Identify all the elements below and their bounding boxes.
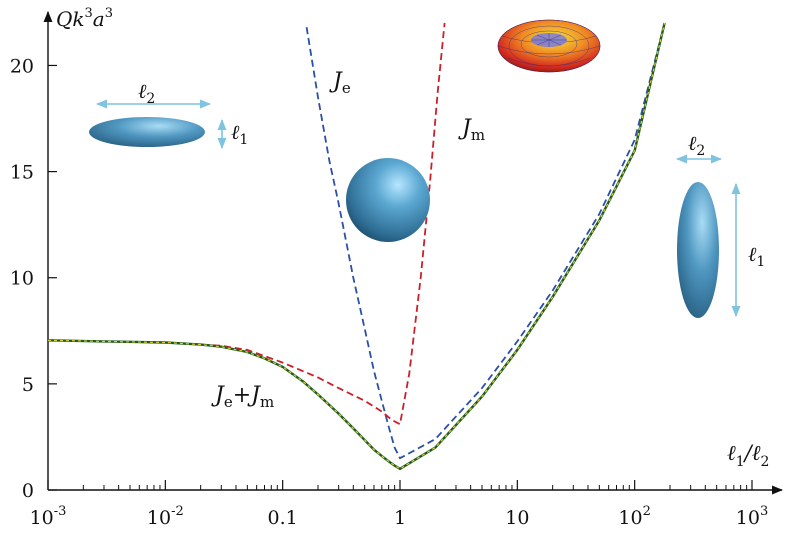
oblate-spheroid-inset: ℓ2 ℓ1	[89, 79, 248, 150]
prolate-spheroid-image	[677, 182, 719, 318]
y-tick-label: 5	[22, 374, 34, 396]
series-je-line	[305, 22, 666, 460]
x-minor-ticks	[82, 485, 748, 490]
series-sum-label: Je+Jm	[211, 383, 274, 411]
x-tick-label: 103	[736, 504, 768, 529]
prolate-width-label: ℓ2	[688, 131, 705, 159]
series-jm-label: Jm	[458, 116, 485, 144]
y-tick-label: 0	[22, 480, 34, 502]
y-tick-label: 15	[10, 162, 34, 184]
x-tick-label: 102	[618, 504, 650, 529]
y-axis-label: Qk3a3	[56, 6, 113, 31]
x-tick-label: 10-3	[30, 504, 67, 529]
current-distribution-image	[497, 19, 601, 73]
series-sum-overlay-line	[47, 22, 666, 470]
y-tick-label: 10	[10, 268, 34, 290]
prolate-height-label: ℓ1	[748, 242, 765, 270]
x-tick-label: 10	[505, 507, 529, 529]
sphere-image	[346, 158, 430, 242]
x-major-ticks: 10-3 10-2 0.1 1 10 102 103	[30, 480, 768, 529]
x-axis-label: ℓ1/ℓ2	[727, 441, 769, 470]
y-ticks: 0 5 10 15 20	[10, 55, 57, 502]
x-tick-label: 1	[394, 507, 406, 529]
y-tick-label: 20	[10, 55, 34, 77]
x-tick-label: 10-2	[147, 504, 184, 529]
oblate-width-label: ℓ2	[138, 79, 155, 107]
oblate-spheroid-image	[89, 117, 205, 147]
series-je-label: Je	[329, 69, 351, 97]
oblate-height-label: ℓ1	[231, 120, 248, 148]
prolate-spheroid-inset: ℓ2 ℓ1	[675, 131, 765, 318]
x-tick-label: 0.1	[268, 507, 298, 529]
